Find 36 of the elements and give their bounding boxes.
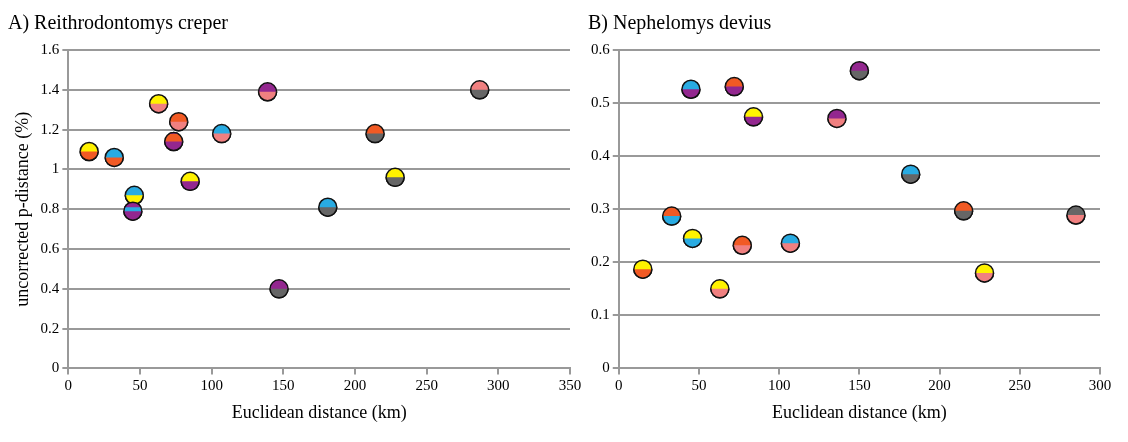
y-tick-label: 0 [602,359,610,376]
x-tick-label: 250 [415,377,438,394]
x-axis-title: Euclidean distance (km) [771,401,947,423]
y-tick-label: 0 [51,359,60,376]
y-tick-label: 0.1 [591,306,610,323]
y-tick-label: 0.2 [591,253,610,270]
x-tick-label: 150 [272,377,295,394]
x-axis-title: Euclidean distance (km) [231,401,407,423]
y-tick-label: 1 [51,160,60,177]
y-tick-label: 0.8 [40,200,60,217]
x-tick-label: 250 [1008,377,1032,394]
y-tick-label: 1.6 [40,40,60,57]
x-tick-label: 0 [64,377,73,394]
y-tick-label: 0.2 [40,319,60,336]
chart-title: B) Nephelomys devius [588,11,772,35]
x-tick-label: 300 [487,377,510,394]
x-tick-label: 350 [558,377,582,394]
x-tick-label: 0 [615,377,623,394]
x-tick-label: 100 [200,377,223,394]
y-axis-title: uncorrected p-distance (%) [11,111,33,307]
y-tick-label: 1.2 [40,120,60,137]
x-tick-label: 50 [132,377,148,394]
x-tick-label: 200 [928,377,951,394]
y-tick-label: 0.4 [40,279,60,296]
y-tick-label: 1.4 [40,80,60,97]
y-tick-label: 0.3 [591,200,610,217]
y-tick-label: 0.6 [40,239,60,256]
x-tick-label: 150 [848,377,871,394]
chart-title: A) Reithrodontomys creper [8,11,229,35]
y-tick-label: 0.4 [591,147,611,164]
x-tick-label: 50 [691,377,707,394]
x-tick-label: 100 [767,377,791,394]
x-tick-label: 200 [343,377,367,394]
y-tick-label: 0.5 [591,94,610,110]
y-tick-label: 0.6 [591,40,611,57]
x-tick-label: 300 [1088,377,1112,394]
